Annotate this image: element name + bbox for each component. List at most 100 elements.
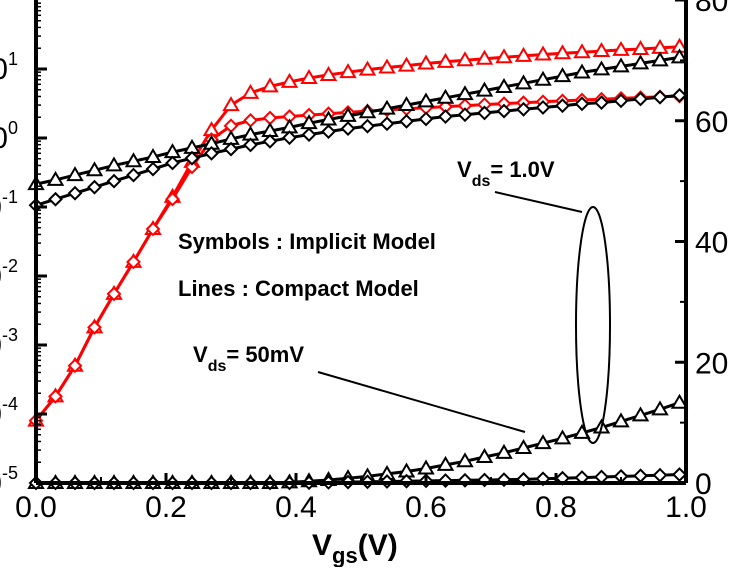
series-3-point-23 [477,105,492,121]
series-2-point-26 [534,70,552,86]
series-3-point-22 [457,107,473,123]
series-0-point-14 [300,69,318,85]
series-2-point-31 [631,54,650,70]
pointer-line-vds-low [317,371,526,433]
series-1-point-3 [87,319,102,335]
y-left-tick-label-6: 101 [0,49,18,86]
series-4-point-22 [456,452,474,468]
series-3-point-33 [672,87,687,103]
series-2-point-22 [456,85,474,101]
series-3-point-24 [496,103,512,119]
series-3-point-12 [262,133,278,149]
series-4-point-25 [514,438,533,454]
series-3-point-21 [438,109,453,124]
series-0-point-15 [319,65,338,81]
series-4-point-33 [670,393,689,409]
series-2-point-20 [417,92,435,108]
series-0-point-22 [456,51,474,67]
series-2-point-17 [358,103,377,119]
series-line-3 [35,93,680,207]
series-0-point-11 [241,83,260,99]
series-3-point-10 [223,141,239,157]
series-1-point-6 [145,221,161,237]
series-1-point-5 [126,254,141,270]
x-axis-title: Vgs(V) [312,529,398,567]
series-2-point-29 [592,60,611,76]
series-3-point-4 [106,173,122,189]
y-right-tick-label-4: 80 [695,0,728,18]
series-3-point-26 [535,100,551,115]
series-0-point-12 [261,77,279,93]
x-tick-label-5: 1.0 [665,491,707,524]
series-line-1 [34,94,680,422]
series-0-point-23 [475,49,494,65]
series-1-point-2 [67,358,83,374]
series-2-point-18 [378,99,396,115]
series-0-point-28 [573,43,591,59]
series-3-point-7 [165,155,180,171]
y-right-tick-label-2: 40 [695,227,728,260]
series-3-point-16 [340,121,356,137]
series-2-point-16 [339,106,357,122]
series-3-point-2 [67,185,83,201]
series-2-point-5 [124,152,143,168]
y-left-tick-label-2: 10-3 [0,325,18,362]
x-tick-label-2: 0.4 [275,491,317,524]
series-3-point-31 [633,91,648,107]
series-3-point-30 [613,93,629,109]
series-0-point-19 [397,56,416,72]
series-3-point-8 [184,150,200,166]
series-2-point-21 [436,88,455,104]
y-left-tick-label-5: 100 [0,118,18,155]
series-3-point-25 [516,101,531,117]
series-0-point-21 [436,52,455,68]
series-3-point-15 [321,124,336,140]
series-3-point-3 [87,179,102,195]
series-0-point-13 [280,72,299,88]
series-0-point-26 [534,45,552,61]
series-2-point-4 [105,156,123,172]
series-3-point-27 [555,98,570,114]
series-3-point-18 [379,116,395,132]
series-3-point-6 [145,161,161,177]
pointer-line-vds-high [494,191,583,213]
x-tick-label-1: 0.2 [145,491,187,524]
series-3-point-1 [48,191,63,207]
x-tick-label-4: 0.8 [535,491,577,524]
series-2-point-19 [397,96,416,112]
series-1-point-1 [48,388,63,404]
series-3-point-9 [204,145,219,161]
series-2-point-28 [573,63,591,79]
series-4-point-27 [553,429,572,445]
y-right-tick-label-1: 20 [695,347,728,380]
series-0-point-25 [514,46,533,62]
series-1-point-8 [184,159,200,175]
series-0-point-17 [358,60,377,76]
series-line-2 [35,55,680,186]
series-3-point-28 [574,96,590,112]
x-tick-label-3: 0.6 [405,491,447,524]
series-3-point-11 [243,137,258,153]
series-3-point-20 [418,111,434,127]
series-2-point-2 [66,166,84,182]
series-5-point-33 [672,467,687,482]
series-4-point-21 [436,455,455,471]
y-left-tick-label-0: 10-5 [0,463,18,500]
annotation-symbols: Symbols : Implicit Model [178,229,436,254]
y-right-tick-label-0: 0 [695,468,712,501]
series-0-point-27 [553,44,572,60]
series-4-point-24 [495,443,513,459]
series-2-point-1 [46,170,65,186]
series-0-point-16 [339,63,357,79]
series-3-point-32 [652,89,668,105]
series-2-point-33 [670,48,689,64]
series-3-point-14 [301,127,317,143]
y-left-tick-label-1: 10-4 [0,394,18,431]
series-0-point-30 [612,40,630,56]
annotation-vds-high: Vds= 1.0V [457,157,555,190]
axes-layer: 0.0 0.2 0.4 0.6 0.8 1.0 10-5 10-4 10-3 10-2 10-1 10… [0,0,728,524]
series-2-point-32 [651,51,669,67]
x-tick-label-0: 0.0 [15,491,57,524]
